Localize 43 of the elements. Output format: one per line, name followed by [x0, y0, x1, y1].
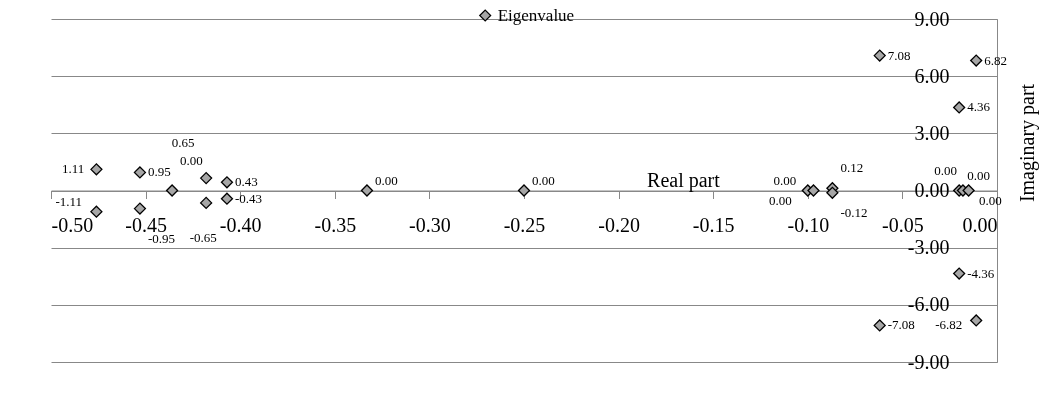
x-tick-label: -0.20	[598, 214, 640, 236]
x-tick-label: -0.45	[125, 214, 167, 236]
x-tick-label: -0.35	[314, 214, 357, 236]
data-label: 6.82	[984, 52, 1007, 68]
data-label: -7.08	[887, 317, 915, 333]
x-axis-title: Real part	[647, 169, 721, 192]
y-axis-title: Imaginary part	[1015, 83, 1039, 203]
x-tick-label: -0.10	[787, 214, 830, 236]
data-label: 0.65	[171, 135, 195, 151]
y-tick-label: 3.00	[914, 121, 950, 144]
y-tick-label: -6.00	[907, 293, 950, 316]
data-label: 0.95	[147, 164, 171, 180]
data-label: 0.00	[374, 172, 398, 188]
data-label: -6.82	[935, 317, 963, 333]
x-tick-label: -0.15	[692, 214, 735, 236]
x-tick-label: -0.30	[409, 214, 451, 236]
data-label: 0.12	[840, 160, 864, 176]
data-label: -0.43	[234, 190, 263, 206]
x-tick-label: -0.50	[51, 214, 94, 236]
x-tick-label: -0.40	[219, 214, 262, 236]
data-label: 0.00	[769, 192, 792, 208]
y-tick-label: 9.00	[914, 7, 950, 30]
y-tick-label: -9.00	[907, 350, 950, 373]
x-tick-label: -0.25	[503, 214, 546, 236]
y-tick-label: 0.00	[914, 179, 950, 201]
data-label: 0.00	[773, 172, 797, 188]
data-label: 0.00	[180, 152, 203, 168]
data-label: -1.11	[55, 193, 83, 209]
data-label: 4.36	[967, 99, 991, 115]
data-label: -0.65	[189, 229, 217, 245]
data-label: 0.00	[967, 167, 990, 183]
data-label: -4.36	[967, 265, 995, 281]
data-label: -0.12	[840, 204, 868, 220]
y-tick-label: -3.00	[907, 236, 950, 259]
data-label: 0.00	[532, 172, 555, 188]
data-label: 0.43	[234, 174, 258, 190]
y-tick-label: 6.00	[914, 64, 950, 87]
data-label: 0.00	[978, 192, 1002, 208]
x-tick-label: 0.00	[962, 214, 998, 236]
x-tick-label: -0.05	[882, 214, 924, 236]
data-label: 1.11	[62, 161, 85, 177]
legend-label: Eigenvalue	[497, 5, 575, 25]
data-label: 7.08	[887, 47, 911, 63]
